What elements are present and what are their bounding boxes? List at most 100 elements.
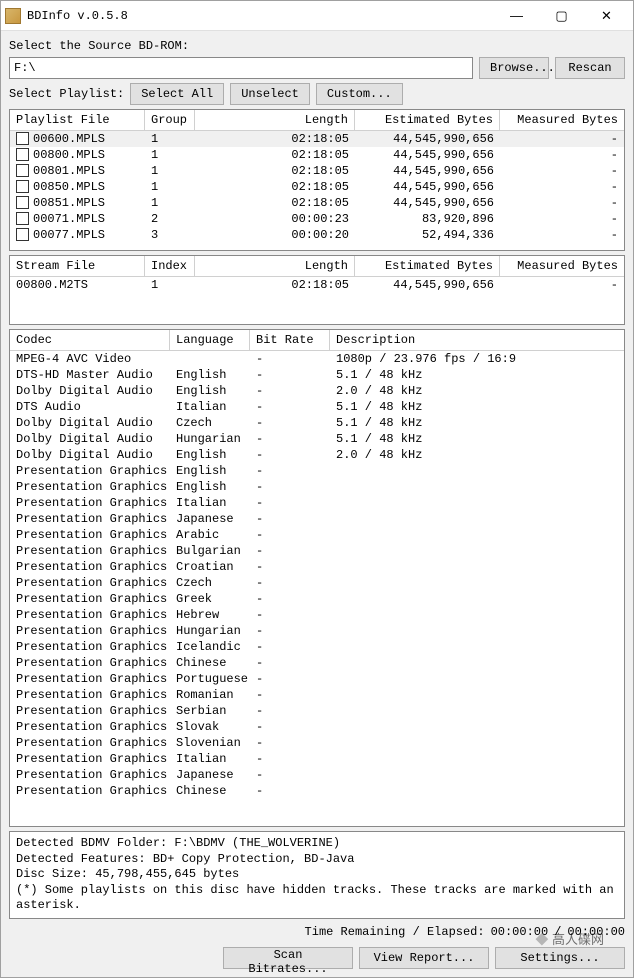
custom-button[interactable]: Custom...	[316, 83, 403, 105]
cell-codec: Dolby Digital Audio	[10, 415, 170, 431]
cell-language	[170, 351, 250, 367]
th-stream-ebytes[interactable]: Estimated Bytes	[355, 256, 500, 276]
cell-group: 1	[145, 131, 195, 147]
th-playlist-length[interactable]: Length	[195, 110, 355, 130]
table-row[interactable]: MPEG-4 AVC Video-1080p / 23.976 fps / 16…	[10, 351, 624, 367]
view-report-button[interactable]: View Report...	[359, 947, 489, 969]
cell-language: English	[170, 463, 250, 479]
cell-description	[330, 511, 624, 527]
table-row[interactable]: Presentation GraphicsArabic-	[10, 527, 624, 543]
table-row[interactable]: 00071.MPLS200:00:2383,920,896-	[10, 211, 624, 227]
table-row[interactable]: Dolby Digital AudioEnglish-2.0 / 48 kHz	[10, 383, 624, 399]
table-row[interactable]: Presentation GraphicsPortuguese-	[10, 671, 624, 687]
table-row[interactable]: 00851.MPLS102:18:0544,545,990,656-	[10, 195, 624, 211]
source-path-input[interactable]	[9, 57, 473, 79]
cell-mbytes: -	[500, 147, 624, 163]
checkbox-icon[interactable]	[16, 180, 29, 193]
maximize-button[interactable]: ▢	[539, 2, 584, 30]
cell-description	[330, 671, 624, 687]
table-row[interactable]: 00077.MPLS300:00:2052,494,336-	[10, 227, 624, 243]
table-row[interactable]: Presentation GraphicsRomanian-	[10, 687, 624, 703]
cell-bitrate: -	[250, 495, 330, 511]
table-row[interactable]: Presentation GraphicsIcelandic-	[10, 639, 624, 655]
select-all-button[interactable]: Select All	[130, 83, 224, 105]
unselect-button[interactable]: Unselect	[230, 83, 310, 105]
table-row[interactable]: Presentation GraphicsSerbian-	[10, 703, 624, 719]
checkbox-icon[interactable]	[16, 228, 29, 241]
table-row[interactable]: Presentation GraphicsHungarian-	[10, 623, 624, 639]
bottom-buttons: Scan Bitrates... View Report... Settings…	[9, 945, 625, 969]
table-row[interactable]: 00850.MPLS102:18:0544,545,990,656-	[10, 179, 624, 195]
table-row[interactable]: 00800.M2TS102:18:0544,545,990,656-	[10, 277, 624, 293]
cell-description: 5.1 / 48 kHz	[330, 431, 624, 447]
cell-description	[330, 607, 624, 623]
cell-codec: Dolby Digital Audio	[10, 383, 170, 399]
settings-button[interactable]: Settings...	[495, 947, 625, 969]
table-row[interactable]: Presentation GraphicsSlovak-	[10, 719, 624, 735]
cell-codec: Presentation Graphics	[10, 783, 170, 799]
status-row: Time Remaining / Elapsed: 00:00:00 / 00:…	[9, 923, 625, 941]
cell-ebytes: 44,545,990,656	[355, 147, 500, 163]
scan-bitrates-button[interactable]: Scan Bitrates...	[223, 947, 353, 969]
table-row[interactable]: Presentation GraphicsItalian-	[10, 751, 624, 767]
cell-bitrate: -	[250, 575, 330, 591]
table-row[interactable]: 00800.MPLS102:18:0544,545,990,656-	[10, 147, 624, 163]
cell-ebytes: 44,545,990,656	[355, 179, 500, 195]
table-row[interactable]: 00801.MPLS102:18:0544,545,990,656-	[10, 163, 624, 179]
checkbox-icon[interactable]	[16, 148, 29, 161]
table-row[interactable]: Presentation GraphicsEnglish-	[10, 479, 624, 495]
th-description[interactable]: Description	[330, 330, 624, 350]
cell-language: Chinese	[170, 655, 250, 671]
table-row[interactable]: Dolby Digital AudioHungarian-5.1 / 48 kH…	[10, 431, 624, 447]
th-playlist-ebytes[interactable]: Estimated Bytes	[355, 110, 500, 130]
cell-language: Portuguese	[170, 671, 250, 687]
minimize-button[interactable]: —	[494, 2, 539, 30]
th-stream-length[interactable]: Length	[195, 256, 355, 276]
browse-button[interactable]: Browse...	[479, 57, 549, 79]
cell-description: 5.1 / 48 kHz	[330, 415, 624, 431]
cell-language: Bulgarian	[170, 543, 250, 559]
checkbox-icon[interactable]	[16, 164, 29, 177]
th-stream-mbytes[interactable]: Measured Bytes	[500, 256, 624, 276]
cell-language: Icelandic	[170, 639, 250, 655]
cell-bitrate: -	[250, 479, 330, 495]
table-row[interactable]: Dolby Digital AudioCzech-5.1 / 48 kHz	[10, 415, 624, 431]
cell-description	[330, 575, 624, 591]
th-playlist-file[interactable]: Playlist File	[10, 110, 145, 130]
th-playlist-mbytes[interactable]: Measured Bytes	[500, 110, 624, 130]
rescan-button[interactable]: Rescan	[555, 57, 625, 79]
table-row[interactable]: DTS-HD Master AudioEnglish-5.1 / 48 kHz	[10, 367, 624, 383]
th-codec[interactable]: Codec	[10, 330, 170, 350]
table-row[interactable]: 00600.MPLS102:18:0544,545,990,656-	[10, 131, 624, 147]
table-row[interactable]: Presentation GraphicsEnglish-	[10, 463, 624, 479]
table-row[interactable]: Presentation GraphicsChinese-	[10, 783, 624, 799]
checkbox-icon[interactable]	[16, 132, 29, 145]
table-row[interactable]: Presentation GraphicsItalian-	[10, 495, 624, 511]
cell-codec: Presentation Graphics	[10, 559, 170, 575]
table-row[interactable]: Presentation GraphicsBulgarian-	[10, 543, 624, 559]
table-row[interactable]: Presentation GraphicsGreek-	[10, 591, 624, 607]
table-row[interactable]: DTS AudioItalian-5.1 / 48 kHz	[10, 399, 624, 415]
th-stream-file[interactable]: Stream File	[10, 256, 145, 276]
table-row[interactable]: Presentation GraphicsCzech-	[10, 575, 624, 591]
close-button[interactable]: ✕	[584, 2, 629, 30]
table-row[interactable]: Presentation GraphicsSlovenian-	[10, 735, 624, 751]
table-row[interactable]: Dolby Digital AudioEnglish-2.0 / 48 kHz	[10, 447, 624, 463]
cell-description	[330, 559, 624, 575]
th-playlist-group[interactable]: Group	[145, 110, 195, 130]
table-row[interactable]: Presentation GraphicsHebrew-	[10, 607, 624, 623]
stream-body: 00800.M2TS102:18:0544,545,990,656-	[10, 277, 624, 293]
cell-codec: Presentation Graphics	[10, 479, 170, 495]
th-language[interactable]: Language	[170, 330, 250, 350]
th-stream-index[interactable]: Index	[145, 256, 195, 276]
checkbox-icon[interactable]	[16, 212, 29, 225]
th-bitrate[interactable]: Bit Rate	[250, 330, 330, 350]
table-row[interactable]: Presentation GraphicsChinese-	[10, 655, 624, 671]
cell-language: Italian	[170, 751, 250, 767]
table-row[interactable]: Presentation GraphicsJapanese-	[10, 767, 624, 783]
cell-codec: DTS Audio	[10, 399, 170, 415]
table-row[interactable]: Presentation GraphicsJapanese-	[10, 511, 624, 527]
checkbox-icon[interactable]	[16, 196, 29, 209]
time-remaining: 00:00:00	[491, 925, 549, 939]
table-row[interactable]: Presentation GraphicsCroatian-	[10, 559, 624, 575]
